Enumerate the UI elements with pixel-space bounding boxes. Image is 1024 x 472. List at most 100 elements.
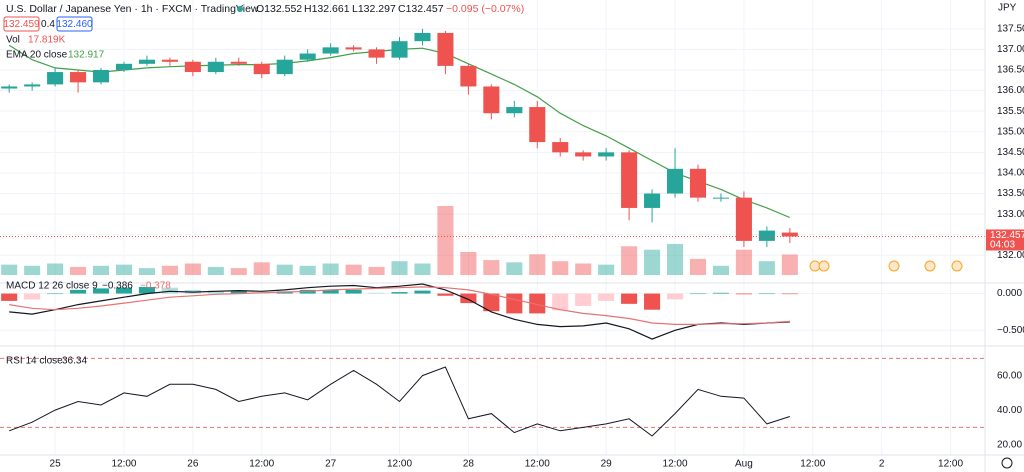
macd-histogram-bar bbox=[575, 293, 592, 307]
volume-bar bbox=[437, 206, 454, 275]
y-tick-label: 134.000 bbox=[997, 168, 1024, 179]
event-icon[interactable] bbox=[888, 260, 900, 272]
candle-body bbox=[391, 41, 408, 58]
candle-body bbox=[322, 47, 339, 54]
volume-bar bbox=[47, 263, 64, 275]
macd-histogram-bar bbox=[414, 290, 431, 294]
bid-price[interactable]: 132.459 bbox=[3, 19, 40, 30]
volume-bar bbox=[506, 262, 523, 275]
macd-histogram-bar bbox=[138, 286, 155, 294]
macd-histogram-bar bbox=[644, 293, 661, 310]
legend-low: L132.297 bbox=[352, 3, 396, 15]
candle-body bbox=[1, 86, 18, 89]
x-tick-label: 12:00 bbox=[663, 459, 688, 470]
y-tick-label: 133.000 bbox=[997, 209, 1024, 220]
candle-body bbox=[345, 47, 362, 50]
candle-body bbox=[437, 32, 454, 66]
legend-close: C132.457 bbox=[398, 3, 444, 15]
volume-bar bbox=[781, 254, 798, 275]
last-price-label: 132.457 bbox=[990, 230, 1024, 241]
volume-bar bbox=[598, 264, 615, 275]
volume-bar bbox=[230, 268, 247, 275]
legend-open: O132.552 bbox=[256, 3, 302, 15]
macd-histogram-bar bbox=[391, 292, 408, 294]
volume-bar bbox=[161, 265, 178, 275]
y-tick-label: 60.00 bbox=[997, 370, 1022, 381]
candle-body bbox=[276, 59, 293, 75]
volume-bar bbox=[689, 258, 707, 275]
event-icon[interactable] bbox=[924, 260, 936, 272]
ema-legend-name: EMA 20 close bbox=[6, 50, 68, 61]
settings-button[interactable] bbox=[1001, 457, 1013, 469]
volume-bar bbox=[414, 263, 431, 275]
event-icon[interactable] bbox=[951, 260, 963, 272]
legend-change: −0.095 (−0.07%) bbox=[446, 3, 524, 15]
volume-bar bbox=[460, 252, 477, 275]
y-tick-label: 0.000 bbox=[997, 288, 1022, 299]
macd-histogram-bar bbox=[712, 292, 729, 294]
volume-bar bbox=[552, 261, 569, 275]
macd-histogram-bar bbox=[781, 293, 798, 295]
buy-button[interactable] bbox=[56, 16, 93, 32]
volume-bar bbox=[70, 266, 87, 275]
candle-body bbox=[24, 84, 41, 87]
volume-bar bbox=[621, 246, 638, 275]
volume-bar bbox=[1, 264, 18, 275]
volume-bar bbox=[115, 264, 133, 275]
volume-bar bbox=[322, 263, 339, 275]
volume-bar bbox=[138, 268, 155, 275]
x-tick-label: 12:00 bbox=[387, 459, 412, 470]
macd-histogram-bar bbox=[115, 287, 133, 294]
candle-body bbox=[506, 107, 523, 114]
sell-button[interactable] bbox=[3, 16, 40, 32]
y-tick-label: 134.500 bbox=[997, 147, 1024, 158]
x-tick-label: Aug bbox=[735, 459, 753, 470]
volume-bar bbox=[253, 262, 270, 275]
volume-bar bbox=[184, 263, 201, 275]
macd-histogram-bar bbox=[598, 293, 615, 301]
symbol-title[interactable]: U.S. Dollar / Japanese Yen · 1h · FXCM ·… bbox=[6, 3, 259, 15]
macd-line bbox=[9, 283, 790, 340]
macd-histogram-bar bbox=[47, 293, 64, 295]
legend-high: H132.661 bbox=[304, 3, 350, 15]
macd-histogram-bar bbox=[483, 293, 500, 312]
macd-histogram-bar bbox=[506, 293, 523, 314]
rsi-value: 36.34 bbox=[62, 356, 87, 367]
macd-histogram-bar bbox=[161, 287, 178, 294]
candle-body bbox=[781, 232, 798, 237]
volume-bar bbox=[391, 261, 408, 275]
rsi-title: RSI 14 close bbox=[6, 356, 63, 367]
macd-value: −0.386 bbox=[102, 281, 133, 292]
candle-body bbox=[460, 65, 477, 87]
macd-histogram-bar bbox=[230, 290, 247, 294]
y-tick-label: 135.000 bbox=[997, 126, 1024, 137]
macd-histogram-bar bbox=[437, 293, 454, 296]
x-tick-label: 28 bbox=[463, 459, 475, 470]
volume-legend-value: 17.819K bbox=[28, 35, 66, 46]
macd-histogram-bar bbox=[345, 289, 362, 294]
y-tick-label: 137.500 bbox=[997, 23, 1024, 34]
volume-bar bbox=[575, 263, 592, 275]
x-tick-label: 12:00 bbox=[249, 459, 274, 470]
candle-body bbox=[368, 49, 385, 58]
y-tick-label: 136.500 bbox=[997, 65, 1024, 76]
volume-bar bbox=[666, 243, 684, 275]
volume-bar bbox=[24, 265, 41, 275]
volume-bar bbox=[92, 265, 110, 275]
ask-price[interactable]: 132.460 bbox=[56, 19, 93, 30]
macd-histogram-bar bbox=[460, 293, 477, 304]
candle-body bbox=[138, 59, 155, 64]
candle-body bbox=[712, 197, 729, 199]
candle-body bbox=[575, 152, 592, 157]
market-status bbox=[237, 6, 243, 12]
candle-body bbox=[598, 152, 615, 157]
candle-body bbox=[758, 230, 775, 241]
rsi-line bbox=[9, 366, 790, 437]
volume-legend-name: Vol bbox=[6, 35, 20, 46]
event-icon[interactable] bbox=[818, 260, 830, 272]
volume-bar bbox=[529, 254, 546, 275]
macd-histogram-bar bbox=[92, 288, 110, 294]
x-tick-label: 29 bbox=[601, 459, 613, 470]
macd-histogram-bar bbox=[552, 293, 569, 311]
countdown-label: 04:03 bbox=[990, 240, 1015, 251]
